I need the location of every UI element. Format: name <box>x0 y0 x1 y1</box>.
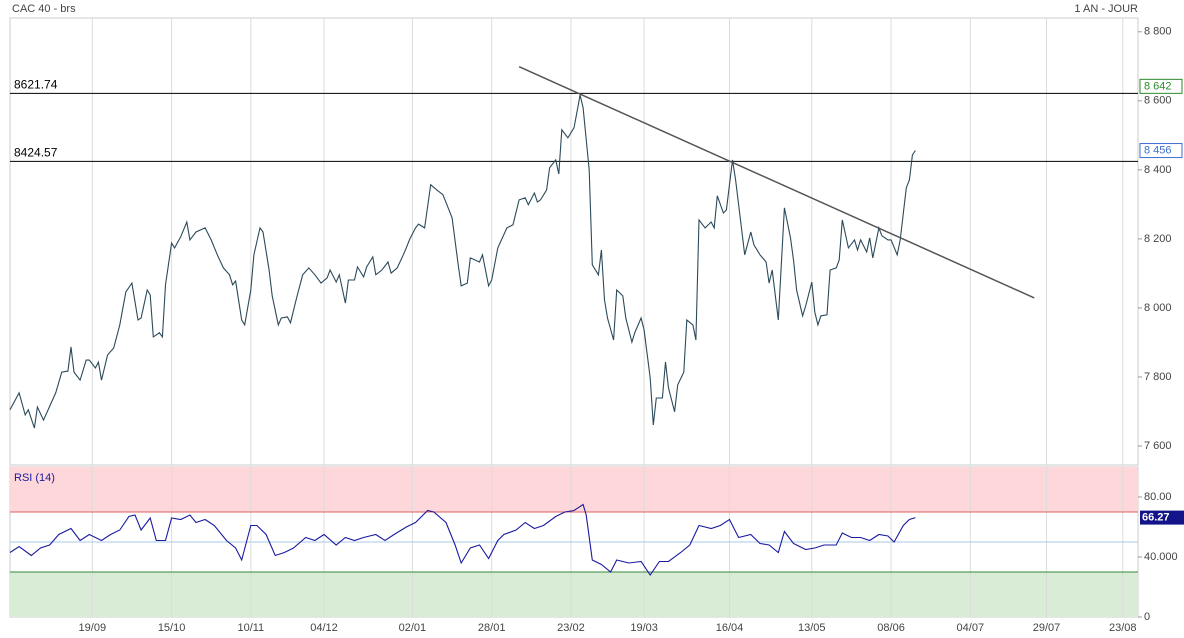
x-tick-label: 16/04 <box>716 622 744 634</box>
last-value-box <box>1140 510 1184 525</box>
y-tick-label: 8 800 <box>1144 26 1172 38</box>
y-tick-label: 7 800 <box>1144 371 1172 383</box>
price-marker-label: 8 456 <box>1144 144 1172 156</box>
price-marker <box>1139 143 1183 159</box>
x-tick-label: 04/07 <box>957 622 985 634</box>
x-tick-label: 15/10 <box>158 622 186 634</box>
price-marker <box>1139 78 1183 94</box>
x-tick-label: 28/01 <box>478 622 506 634</box>
x-tick-label: 04/12 <box>310 622 338 634</box>
x-tick-label: 19/03 <box>630 622 658 634</box>
y-tick-label: 80.00 <box>1144 491 1172 503</box>
level-label: 8424.57 <box>14 146 58 160</box>
oversold-zone <box>10 572 1138 617</box>
y-tick-label: 0 <box>1144 611 1150 623</box>
x-tick-label: 13/05 <box>798 622 826 634</box>
y-tick-label: 7 600 <box>1144 440 1172 452</box>
y-tick-label: 8 600 <box>1144 95 1172 107</box>
y-tick-label: 8 200 <box>1144 233 1172 245</box>
price-line <box>9 94 916 429</box>
price-line <box>9 503 916 576</box>
x-tick-label: 29/07 <box>1033 622 1061 634</box>
chart-title: CAC 40 - brs <box>12 3 76 15</box>
x-tick-label: 02/01 <box>399 622 427 634</box>
overbought-zone <box>10 467 1138 512</box>
y-tick-label: 8 400 <box>1144 164 1172 176</box>
x-tick-label: 08/06 <box>877 622 905 634</box>
y-tick-label: 8 000 <box>1144 302 1172 314</box>
pane <box>9 17 1139 466</box>
price-marker-label: 8 642 <box>1144 80 1172 92</box>
level-label: 8621.74 <box>14 78 58 92</box>
last-value-label: 66.27 <box>1142 512 1170 524</box>
x-tick-label: 19/09 <box>79 622 107 634</box>
period: 1 AN - JOUR <box>1074 3 1138 15</box>
x-tick-label: 10/11 <box>237 622 264 634</box>
x-tick-label: 23/02 <box>557 622 585 634</box>
y-tick-label: 40.000 <box>1144 551 1178 563</box>
rsi-title: RSI (14) <box>14 472 55 484</box>
trend-line <box>518 66 1035 299</box>
x-tick-label: 23/08 <box>1109 622 1137 634</box>
